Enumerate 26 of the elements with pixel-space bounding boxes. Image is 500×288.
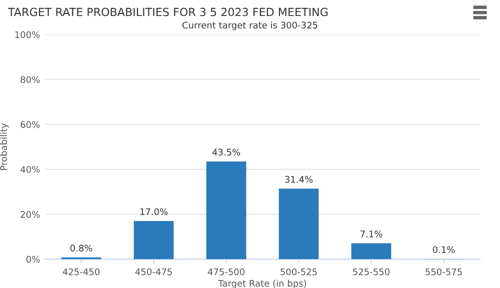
data-label: 0.8% — [70, 244, 92, 252]
x-tick-label: 475-500 — [208, 268, 245, 276]
y-tick-label: 0% — [26, 256, 40, 263]
x-tick-label: 425-450 — [62, 268, 100, 276]
x-tick-label: 550-575 — [426, 268, 462, 276]
y-tick-label: 20% — [20, 211, 40, 218]
data-label: 7.1% — [360, 230, 382, 238]
data-label: 43.5% — [212, 148, 240, 156]
x-tick-label: 500-525 — [280, 268, 317, 276]
bar — [206, 161, 246, 260]
x-tick-label: 525-550 — [353, 268, 390, 276]
bar — [351, 243, 392, 260]
y-tick-label: 60% — [20, 121, 40, 128]
y-tick-label: 100% — [15, 31, 40, 38]
chart-title: TARGET RATE PROBABILITIES FOR 3 5 2023 FED MEETING — [8, 8, 328, 16]
bar — [278, 188, 319, 260]
x-tick-label: 450-475 — [135, 268, 172, 276]
y-tick-label: 40% — [20, 166, 40, 173]
data-label: 31.4% — [285, 176, 313, 183]
y-tick-label: 80% — [20, 76, 40, 84]
data-label: 17.0% — [140, 208, 168, 216]
chart-subtitle: Current target rate is 300-325 — [182, 22, 318, 30]
bar — [134, 221, 174, 260]
data-label: 0.1% — [432, 246, 455, 254]
y-axis-title: Probability — [0, 123, 9, 170]
x-axis-title: Target Rate (in bps) — [218, 280, 306, 288]
